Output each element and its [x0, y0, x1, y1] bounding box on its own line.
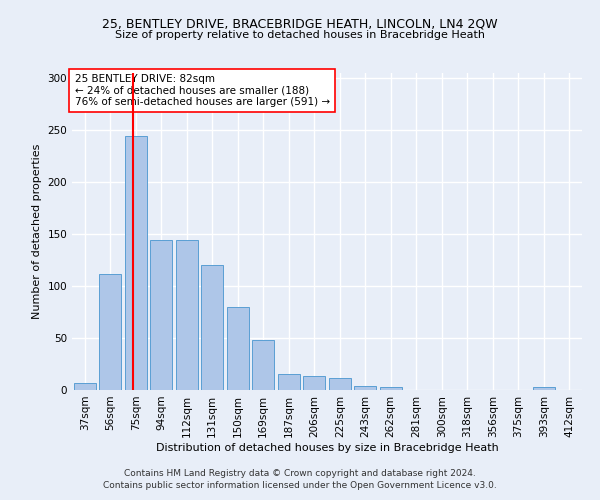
Bar	[202, 265, 223, 390]
Bar	[100, 274, 121, 390]
Text: Contains HM Land Registry data © Crown copyright and database right 2024.: Contains HM Land Registry data © Crown c…	[124, 468, 476, 477]
Bar	[533, 387, 554, 390]
X-axis label: Distribution of detached houses by size in Bracebridge Heath: Distribution of detached houses by size …	[155, 442, 499, 452]
Bar	[74, 382, 95, 390]
Text: 25, BENTLEY DRIVE, BRACEBRIDGE HEATH, LINCOLN, LN4 2QW: 25, BENTLEY DRIVE, BRACEBRIDGE HEATH, LI…	[102, 18, 498, 30]
Text: 25 BENTLEY DRIVE: 82sqm
← 24% of detached houses are smaller (188)
76% of semi-d: 25 BENTLEY DRIVE: 82sqm ← 24% of detache…	[74, 74, 329, 108]
Text: Contains public sector information licensed under the Open Government Licence v3: Contains public sector information licen…	[103, 481, 497, 490]
Y-axis label: Number of detached properties: Number of detached properties	[32, 144, 42, 319]
Text: Size of property relative to detached houses in Bracebridge Heath: Size of property relative to detached ho…	[115, 30, 485, 40]
Bar	[304, 376, 325, 390]
Bar	[227, 306, 248, 390]
Bar	[151, 240, 172, 390]
Bar	[380, 387, 401, 390]
Bar	[329, 378, 350, 390]
Bar	[176, 240, 197, 390]
Bar	[125, 136, 146, 390]
Bar	[278, 374, 299, 390]
Bar	[355, 386, 376, 390]
Bar	[253, 340, 274, 390]
